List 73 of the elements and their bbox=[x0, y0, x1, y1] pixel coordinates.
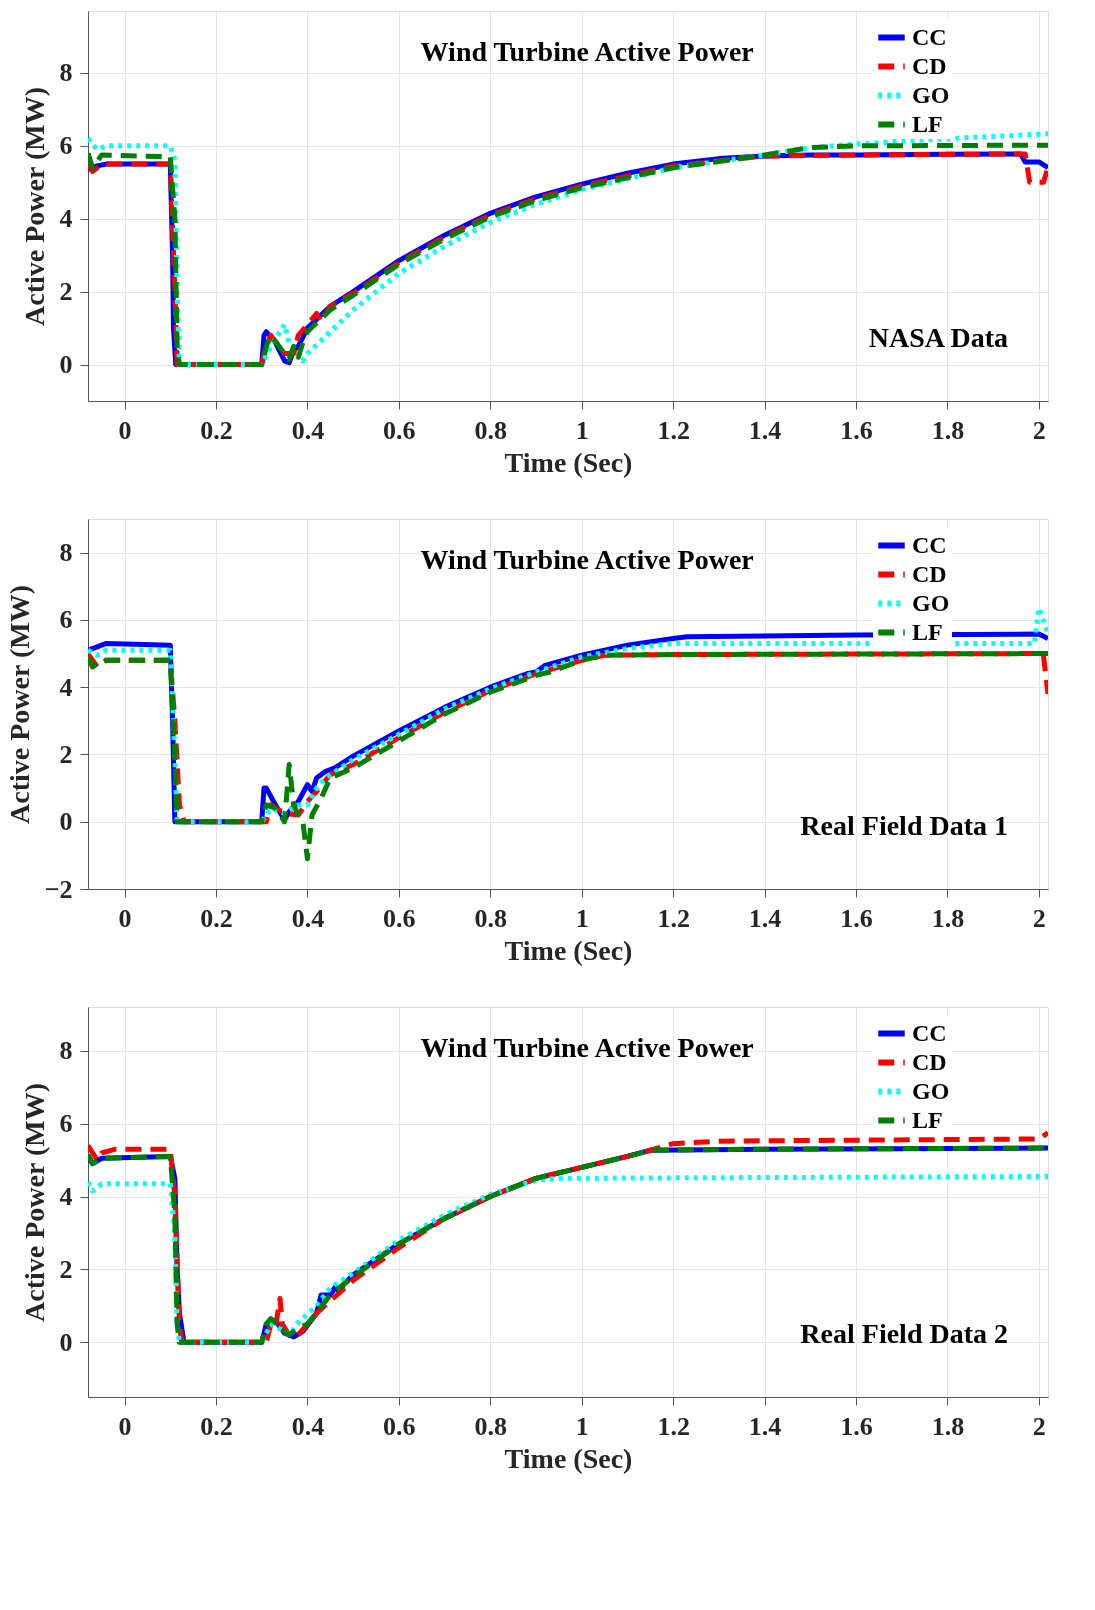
x-tick-label: 1.6 bbox=[840, 415, 873, 445]
x-tick-label: 1.6 bbox=[840, 1411, 873, 1441]
x-tick-label: 0 bbox=[118, 1411, 132, 1441]
legend-label: CD bbox=[912, 1048, 947, 1075]
x-tick-label: 1 bbox=[575, 1411, 589, 1441]
y-tick-label: 6 bbox=[59, 1109, 73, 1139]
x-tick-label: 0.6 bbox=[383, 415, 416, 445]
x-tick-label: 2 bbox=[1032, 415, 1046, 445]
text: Wind Turbine Active Power bbox=[420, 1032, 754, 1063]
x-tick-label: 0.2 bbox=[200, 903, 233, 933]
x-axis-title: Time (Sec) bbox=[504, 934, 633, 966]
legend-label: GO bbox=[912, 81, 950, 108]
y-tick-label: 6 bbox=[59, 131, 73, 161]
x-tick-label: 0.6 bbox=[383, 903, 416, 933]
x-tick-label: 2 bbox=[1032, 1411, 1046, 1441]
x-tick-label: 1.6 bbox=[840, 903, 873, 933]
x-tick-label: 1 bbox=[575, 415, 589, 445]
y-tick-label: 4 bbox=[59, 672, 73, 702]
x-tick-label: 1.8 bbox=[931, 1411, 965, 1441]
text: Wind Turbine Active Power bbox=[420, 544, 754, 575]
legend-label: CC bbox=[912, 1019, 947, 1046]
x-tick-label: 0.4 bbox=[291, 415, 325, 445]
y-tick-label: 8 bbox=[59, 1036, 73, 1066]
legend-label: LF bbox=[912, 618, 943, 645]
x-tick-label: 0.4 bbox=[291, 903, 325, 933]
legend-label: GO bbox=[912, 1077, 950, 1104]
x-tick-label: 1.2 bbox=[657, 415, 690, 445]
y-tick-label: 4 bbox=[59, 1182, 73, 1212]
x-axis-title: Time (Sec) bbox=[504, 1442, 633, 1474]
text: Wind Turbine Active Power bbox=[420, 36, 754, 67]
legend-label: CC bbox=[912, 23, 947, 50]
y-axis-title: Active Power (MW) bbox=[18, 1083, 50, 1322]
x-tick-label: 0.8 bbox=[474, 903, 508, 933]
legend-label: CC bbox=[912, 531, 947, 558]
x-tick-label: 0.8 bbox=[474, 1411, 508, 1441]
annotation: Real Field Data 1 bbox=[800, 810, 1008, 841]
x-tick-label: 2 bbox=[1032, 903, 1046, 933]
legend-label: GO bbox=[912, 589, 950, 616]
y-tick-label: 2 bbox=[59, 1254, 73, 1284]
x-tick-label: 1.4 bbox=[748, 903, 782, 933]
x-axis-title: Time (Sec) bbox=[504, 446, 633, 478]
annotation: Real Field Data 2 bbox=[800, 1318, 1008, 1349]
y-tick-label: 2 bbox=[59, 277, 73, 307]
y-tick-label: 6 bbox=[59, 605, 73, 635]
x-tick-label: 0.8 bbox=[474, 415, 508, 445]
x-tick-label: 0 bbox=[118, 415, 132, 445]
x-tick-label: 1 bbox=[575, 903, 589, 933]
x-tick-label: 0.4 bbox=[291, 1411, 325, 1441]
x-tick-label: 1.4 bbox=[748, 1411, 782, 1441]
y-axis-title: Active Power (MW) bbox=[3, 585, 35, 824]
x-tick-label: 1.2 bbox=[657, 1411, 690, 1441]
y-axis-title: Active Power (MW) bbox=[18, 87, 50, 326]
legend-label: LF bbox=[912, 110, 943, 137]
x-tick-label: 1.8 bbox=[931, 903, 965, 933]
y-tick-label: −2 bbox=[44, 874, 73, 904]
y-tick-label: 0 bbox=[59, 1327, 73, 1357]
y-tick-label: 8 bbox=[59, 58, 73, 88]
y-tick-label: 4 bbox=[59, 204, 73, 234]
x-tick-label: 1.8 bbox=[931, 415, 965, 445]
annotation: NASA Data bbox=[868, 322, 1008, 353]
x-tick-label: 1.2 bbox=[657, 903, 690, 933]
y-tick-label: 0 bbox=[59, 807, 73, 837]
legend-label: LF bbox=[912, 1106, 943, 1133]
x-tick-label: 0.2 bbox=[200, 415, 233, 445]
y-tick-label: 0 bbox=[59, 350, 73, 380]
x-tick-label: 1.4 bbox=[748, 415, 782, 445]
x-tick-label: 0.6 bbox=[383, 1411, 416, 1441]
legend-label: CD bbox=[912, 52, 947, 79]
x-tick-label: 0 bbox=[118, 903, 132, 933]
y-tick-label: 8 bbox=[59, 538, 73, 568]
legend-label: CD bbox=[912, 560, 947, 587]
x-tick-label: 0.2 bbox=[200, 1411, 233, 1441]
y-tick-label: 2 bbox=[59, 739, 73, 769]
